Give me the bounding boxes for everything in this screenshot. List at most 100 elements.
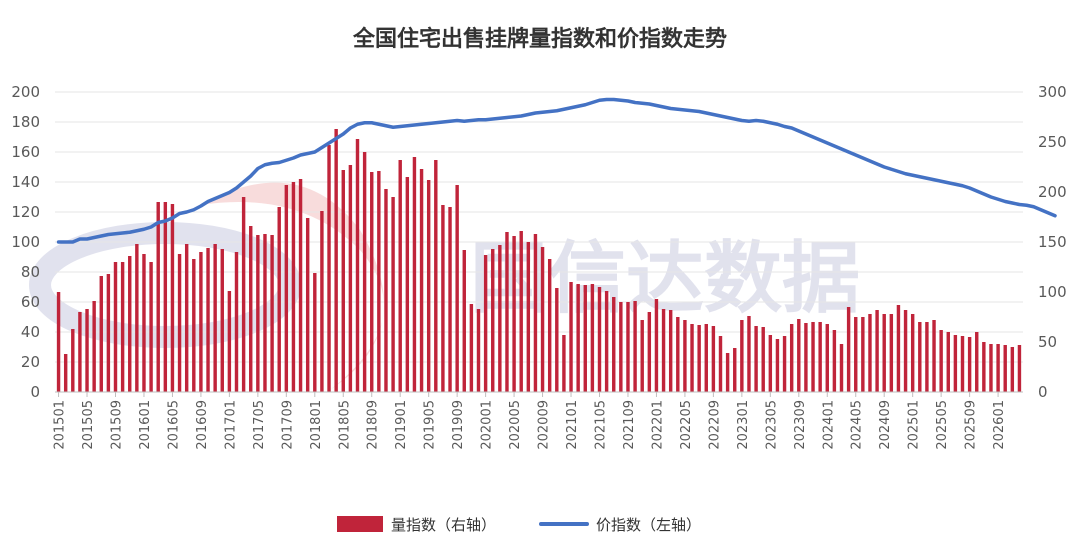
bar (71, 329, 75, 392)
bar (996, 344, 1000, 392)
left-axis-tick-label: 20 (21, 353, 40, 371)
bar (434, 160, 438, 392)
bar (227, 291, 232, 392)
bar (56, 292, 61, 392)
bar (932, 320, 936, 392)
bar (804, 323, 808, 392)
x-tick-label: 201505 (81, 400, 96, 450)
bar (469, 304, 474, 392)
bar (761, 327, 765, 392)
bar (768, 335, 773, 392)
x-axis: 201501 201505 201509 201601 201605 201609 2017… (53, 392, 1007, 450)
legend-bar-swatch (337, 516, 383, 532)
bar (775, 339, 780, 392)
bar (782, 336, 787, 392)
legend: 量指数（右轴） 价指数（左轴） (337, 516, 701, 534)
x-tick-label: 202301 (736, 400, 751, 450)
bar (412, 157, 417, 392)
bar (370, 172, 374, 392)
bar (1017, 345, 1022, 392)
bar (448, 207, 452, 392)
x-tick-label: 201901 (394, 400, 409, 450)
bar (512, 236, 516, 392)
bar (690, 324, 694, 392)
bar (747, 316, 751, 392)
bar (668, 310, 673, 392)
x-tick-label: 202509 (964, 400, 979, 450)
bar (99, 276, 103, 392)
bar (341, 170, 345, 392)
left-axis-tick-label: 180 (11, 113, 40, 131)
bar (277, 207, 281, 392)
bar (384, 189, 388, 392)
bar (889, 314, 894, 392)
line-series (56, 97, 1057, 244)
bar (505, 232, 509, 392)
bar (925, 322, 929, 392)
x-tick-label: 202501 (907, 400, 922, 450)
left-axis-tick-label: 80 (21, 263, 40, 281)
bar (975, 332, 979, 392)
bar (455, 185, 459, 392)
bar (711, 326, 716, 392)
bar (156, 202, 160, 392)
x-tick-label: 202005 (508, 400, 523, 450)
left-axis-tick-label: 120 (11, 203, 40, 221)
bar (355, 139, 360, 392)
left-axis-tick-label: 0 (30, 383, 40, 401)
bar (540, 247, 545, 392)
right-axis-tick-label: 200 (1038, 183, 1067, 201)
bar (789, 324, 794, 392)
bar (213, 244, 217, 392)
x-tick-label: 201605 (166, 400, 181, 450)
bar (63, 354, 68, 392)
right-axis-tick-label: 0 (1038, 383, 1048, 401)
x-tick-label: 201905 (423, 400, 438, 450)
x-tick-label: 201705 (252, 400, 267, 450)
x-tick-label: 202105 (594, 400, 609, 450)
bar (170, 204, 175, 392)
bar (846, 307, 851, 392)
price-index-line (56, 97, 1057, 244)
x-tick-label: 202101 (565, 400, 580, 450)
bar (256, 235, 260, 392)
bar (547, 259, 552, 392)
bar (903, 310, 908, 392)
x-tick-label: 201509 (110, 400, 125, 450)
right-axis-tick-label: 50 (1038, 333, 1057, 351)
gridlines (55, 91, 1023, 363)
bar (519, 231, 523, 392)
x-tick-label: 202409 (878, 400, 893, 450)
right-axis-tick-label: 250 (1038, 133, 1067, 151)
bar (910, 314, 915, 392)
bar (676, 317, 680, 392)
bar (327, 145, 331, 392)
x-tick-label: 202401 (821, 400, 836, 450)
bar (946, 332, 950, 392)
bar (989, 344, 993, 392)
bar (92, 301, 96, 392)
bar (647, 312, 652, 392)
bar (491, 249, 495, 392)
bar (832, 330, 837, 392)
bar (163, 202, 168, 392)
bar (128, 256, 132, 392)
bar (590, 284, 595, 392)
x-tick-label: 202601 (992, 400, 1007, 450)
bar-series (56, 129, 1022, 392)
bar (597, 287, 602, 392)
x-tick-label: 202001 (480, 400, 495, 450)
bar (562, 335, 566, 392)
x-tick-label: 202505 (935, 400, 950, 450)
left-axis-tick-label: 100 (11, 233, 40, 251)
bar (811, 322, 815, 392)
left-axis-tick-label: 60 (21, 293, 40, 311)
right-axis-tick-label: 100 (1038, 283, 1067, 301)
bar (483, 255, 488, 392)
bar (441, 205, 445, 392)
bar (234, 252, 239, 392)
bar (177, 254, 182, 392)
x-tick-label: 202305 (764, 400, 779, 450)
bar (967, 337, 972, 392)
